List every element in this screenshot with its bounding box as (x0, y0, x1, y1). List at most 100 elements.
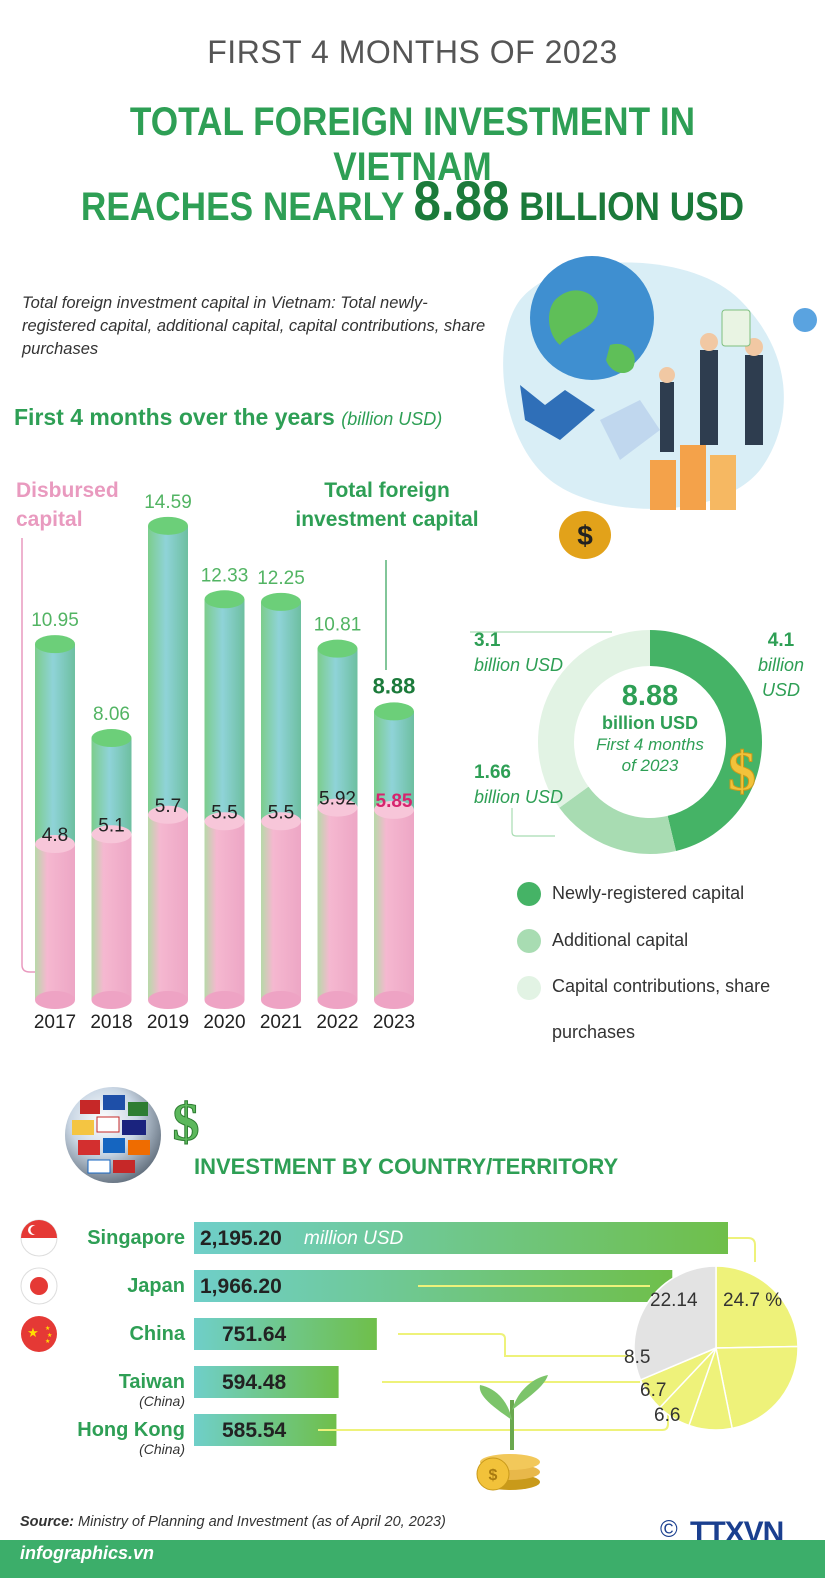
total-bar-cap-2021 (261, 592, 301, 611)
svg-text:★: ★ (27, 1325, 39, 1340)
disbursed-value-2018: 5.1 (98, 815, 124, 836)
year-label-2021: 2021 (260, 1012, 302, 1033)
legend-swatch-additional (517, 929, 541, 953)
svg-text:$: $ (728, 741, 756, 803)
country-name-taiwan: Taiwan (118, 1371, 185, 1393)
country-sub-taiwan: (China) (139, 1393, 185, 1409)
flags-globe-icon (65, 1087, 161, 1183)
disbursed-bar-cap-2022 (317, 798, 358, 817)
donut-chart (538, 630, 762, 854)
year-label-2020: 2020 (203, 1012, 245, 1033)
country-value-japan: 1,966.20 (200, 1275, 282, 1298)
footer-bar (0, 1540, 825, 1578)
years-heading-text: First 4 months over the years (14, 404, 335, 430)
svg-text:★: ★ (45, 1325, 50, 1332)
total-label-line1: Total foreign (324, 479, 450, 502)
total-bar-cap-2017 (35, 635, 75, 654)
country-bar-3 (194, 1366, 339, 1398)
business-illustration: $ (503, 256, 817, 559)
donut-slice-2 (538, 630, 650, 808)
year-label-2023: 2023 (373, 1012, 415, 1033)
title-prefix: REACHES NEARLY (80, 185, 404, 229)
pie-label-taiwan: 6.7 (640, 1380, 667, 1401)
footer-site-link[interactable]: infographics.vn (20, 1543, 155, 1563)
donut-add-value: 1.66 (474, 762, 511, 783)
country-name-hongkong: Hong Kong (77, 1419, 185, 1441)
supertitle: FIRST 4 MONTHS OF 2023 (207, 34, 618, 70)
disbursed-bar-2022 (317, 807, 358, 1000)
disbursed-value-2020: 5.5 (211, 802, 237, 823)
total-label: Total foreign investment capital (272, 476, 502, 534)
disbursed-label-line2: capital (16, 508, 83, 531)
bar-base-2022 (317, 991, 358, 1009)
disbursed-bar-cap-2021 (261, 812, 301, 831)
disbursed-bar-cap-2020 (204, 812, 245, 831)
svg-text:$: $ (489, 1467, 498, 1484)
country-value-singapore: 2,195.20 (200, 1227, 282, 1250)
country-name-japan: Japan (127, 1275, 185, 1297)
donut-new-unit-1: billion (757, 655, 805, 675)
total-value-2023: 8.88 (373, 673, 416, 698)
donut-period-1: First 4 months (596, 735, 704, 754)
title-line-2: REACHES NEARLY 8.88 BILLION USD (50, 168, 776, 233)
disbursed-bar-cap-2023 (374, 800, 414, 819)
plant-coins-icon: $ (476, 1375, 548, 1491)
total-value-2020: 12.33 (201, 565, 249, 586)
donut-label-additional: 1.66 billion USD (474, 760, 563, 810)
bar-base-2021 (261, 991, 301, 1009)
disbursed-label: Disbursed capital (16, 476, 119, 534)
donut-center-label: 8.88 billion USD First 4 months of 2023 (580, 680, 720, 776)
disbursed-value-2017: 4.8 (42, 825, 68, 846)
country-value-hongkong: 585.54 (222, 1419, 287, 1442)
legend-contributions-2: purchases (552, 1022, 636, 1042)
source-text: Ministry of Planning and Investment (as … (78, 1514, 446, 1530)
bar-base-2017 (35, 991, 75, 1009)
total-label-line2: investment capital (295, 508, 479, 531)
country-sub-hongkong: (China) (139, 1441, 185, 1457)
bar-base-2023 (374, 991, 414, 1009)
disbursed-bar-cap-2017 (35, 835, 75, 853)
total-value-2018: 8.06 (93, 704, 130, 725)
pie-label-singapore: 24.7 % (723, 1290, 783, 1311)
disbursed-value-2019: 5.7 (155, 796, 181, 817)
pie-label-hongkong: 6.6 (654, 1405, 681, 1426)
year-label-2019: 2019 (147, 1012, 189, 1033)
country-name-singapore: Singapore (87, 1227, 185, 1249)
country-value-china: 751.64 (222, 1323, 287, 1346)
svg-text:$: $ (173, 1092, 200, 1152)
disbursed-value-2021: 5.5 (268, 802, 294, 823)
total-bar-cap-2018 (91, 729, 132, 748)
legend-new: Newly-registered capital (552, 883, 745, 903)
disbursed-value-2023: 5.85 (376, 791, 413, 812)
country-name-china: China (129, 1323, 185, 1345)
definition-text: Total foreign investment capital in Viet… (22, 294, 486, 358)
source-label: Source: (20, 1514, 74, 1530)
donut-contrib-value: 3.1 (474, 630, 501, 651)
donut-new-value: 4.1 (767, 630, 795, 651)
country-bar-0 (194, 1222, 728, 1254)
total-value-2019: 14.59 (144, 492, 192, 513)
donut-new-unit-2: USD (761, 680, 800, 700)
svg-text:★: ★ (47, 1332, 52, 1339)
bar-base-2019 (148, 991, 188, 1009)
country-value-taiwan: 594.48 (222, 1371, 287, 1394)
total-value-2021: 12.25 (257, 568, 305, 589)
disbursed-bar-2021 (261, 821, 301, 1000)
dollar-sign-icon: $ (728, 741, 757, 804)
country-bar-4 (194, 1414, 337, 1446)
legend-additional: Additional capital (552, 930, 689, 950)
disbursed-bar-2017 (35, 844, 75, 1000)
country-bar-2 (194, 1318, 377, 1350)
total-bar-cap-2023 (374, 702, 414, 721)
pie-label-china: 8.5 (624, 1347, 651, 1368)
legend-swatch-contributions (517, 976, 541, 1000)
legend-contributions-1: Capital contributions, share (552, 976, 771, 996)
disbursed-value-2022: 5.92 (319, 789, 356, 810)
disbursed-bar-2023 (374, 809, 414, 1000)
bar-base-2020 (204, 991, 245, 1009)
donut-period-2: of 2023 (621, 756, 679, 775)
money-bag-icon (559, 511, 611, 559)
pie-connectors (318, 1237, 756, 1431)
disbursed-bar-cap-2019 (148, 805, 188, 824)
